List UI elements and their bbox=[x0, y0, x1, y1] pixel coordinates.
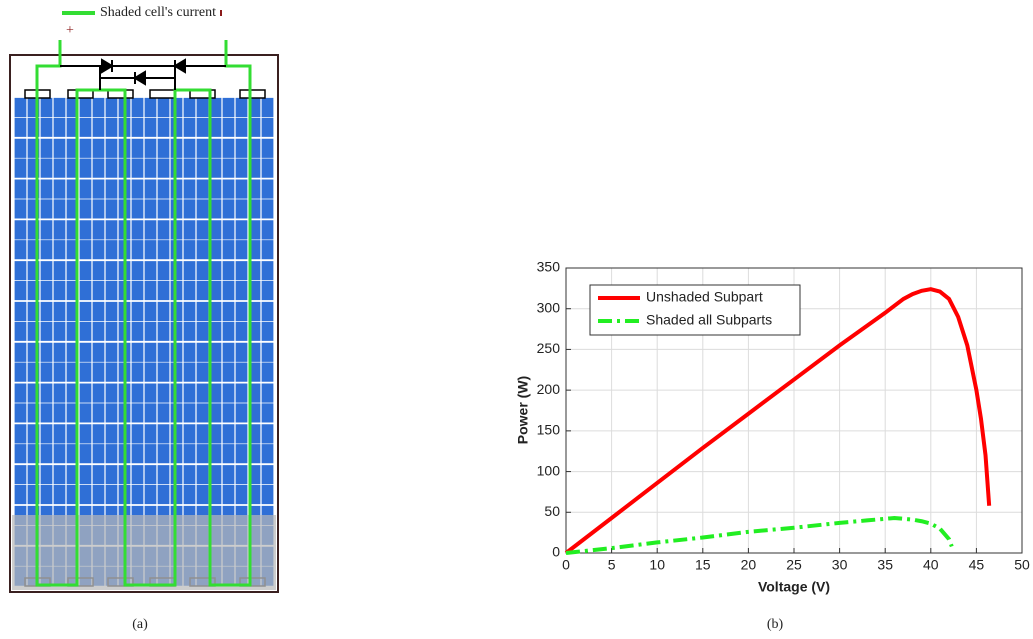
y-tick-label: 250 bbox=[537, 340, 561, 356]
y-tick-label: 300 bbox=[537, 299, 561, 315]
y-tick-label: 50 bbox=[544, 503, 560, 519]
legend-label: Shaded cell's current bbox=[100, 5, 216, 20]
legend-label: Shaded all Subparts bbox=[646, 312, 772, 328]
x-tick-label: 15 bbox=[695, 557, 711, 573]
panel-a: Shaded cell's current + (a) bbox=[10, 5, 278, 632]
figure: Shaded cell's current + (a) (b) Voltage … bbox=[0, 0, 1033, 639]
x-tick-label: 30 bbox=[832, 557, 848, 573]
caption: (b) bbox=[767, 617, 784, 632]
caption: (a) bbox=[132, 617, 148, 632]
cell-grid bbox=[14, 90, 274, 587]
x-tick-label: 40 bbox=[923, 557, 939, 573]
x-tick-label: 50 bbox=[1014, 557, 1030, 573]
page: Shaded cell's current + (a) (b) Voltage … bbox=[0, 0, 1033, 639]
y-tick-label: 150 bbox=[537, 422, 561, 438]
y-tick-label: 200 bbox=[537, 381, 561, 397]
shaded-region bbox=[12, 515, 276, 590]
legend-label: Unshaded Subpart bbox=[646, 289, 763, 305]
x-tick-label: 35 bbox=[877, 557, 893, 573]
x-tick-label: 0 bbox=[562, 557, 570, 573]
x-tick-label: 20 bbox=[741, 557, 757, 573]
y-axis-label: Power (W) bbox=[515, 376, 531, 444]
y-tick-label: 100 bbox=[537, 462, 561, 478]
x-axis-label: Voltage (V) bbox=[758, 579, 830, 595]
x-tick-label: 45 bbox=[969, 557, 985, 573]
x-tick-label: 5 bbox=[608, 557, 616, 573]
positive-terminal: + bbox=[66, 23, 74, 38]
y-tick-label: 350 bbox=[537, 259, 561, 275]
y-tick-label: 0 bbox=[552, 544, 560, 560]
x-tick-label: 25 bbox=[786, 557, 802, 573]
x-tick-label: 10 bbox=[649, 557, 665, 573]
